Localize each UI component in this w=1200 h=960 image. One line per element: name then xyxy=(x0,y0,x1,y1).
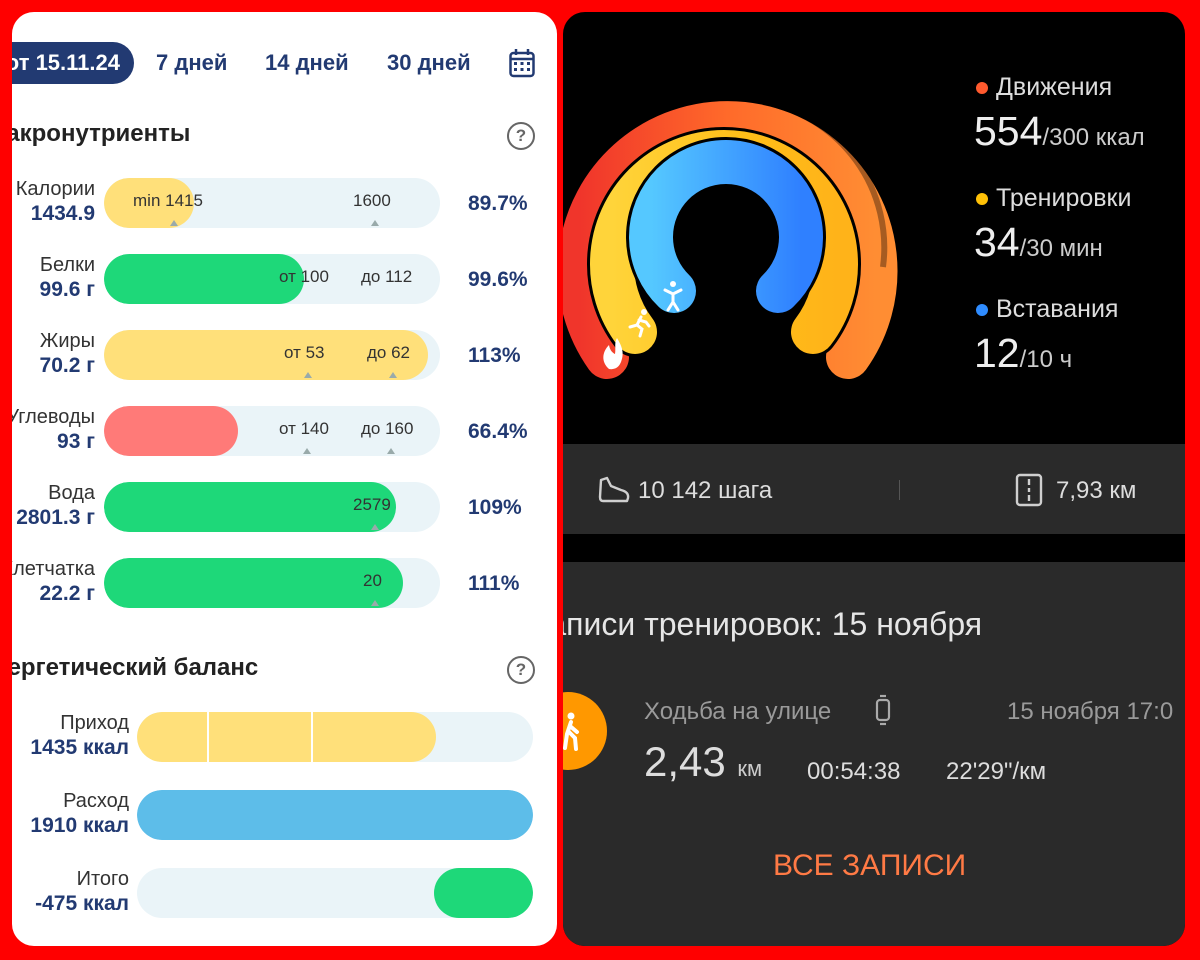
move-ring xyxy=(563,101,898,379)
income-value: 1435 ккал xyxy=(30,736,129,759)
activity-rings[interactable] xyxy=(563,12,923,412)
fat-bar-fill xyxy=(104,330,428,380)
workout-distance: 2,43 км xyxy=(644,738,763,785)
running-icon xyxy=(628,309,651,338)
fiber-label: Клетчатка xyxy=(12,558,95,580)
calories-value: 1434.9 xyxy=(30,202,95,225)
total-bar xyxy=(137,868,533,918)
expense-label: Расход xyxy=(63,790,129,812)
water-bar: 2579 xyxy=(104,482,440,532)
calories-bar-fill xyxy=(104,178,194,228)
workouts-title: Записи тренировок: 15 ноября xyxy=(563,606,983,642)
carbs-label: Углеводы xyxy=(12,406,95,428)
water-label: Вода xyxy=(48,482,95,504)
protein-label: Белки xyxy=(39,254,95,276)
fiber-value: 22.2 г xyxy=(39,582,95,605)
standing-person-icon xyxy=(663,281,683,312)
macros-help-icon[interactable]: ? xyxy=(507,122,535,150)
carbs-bar: от 140 до 160 xyxy=(104,406,440,456)
water-target-label: 2579 xyxy=(353,495,391,514)
exercise-value: 34/30 мин xyxy=(974,219,1103,265)
exercise-dot xyxy=(976,193,988,205)
move-label: Движения xyxy=(996,73,1113,101)
total-bar-fill xyxy=(434,868,533,918)
protein-max-label: до 112 xyxy=(361,267,413,286)
income-bar-fill xyxy=(137,712,436,762)
energy-title: Энергетический баланс xyxy=(12,654,259,681)
expense-bar xyxy=(137,790,533,840)
fat-min-label: от 53 xyxy=(284,343,325,362)
watch-icon xyxy=(875,694,891,726)
water-value: 2801.3 г xyxy=(16,506,95,529)
protein-bar-fill xyxy=(104,254,304,304)
exercise-label: Тренировки xyxy=(996,184,1132,212)
flame-icon xyxy=(603,338,623,370)
stand-label: Вставания xyxy=(996,295,1119,323)
carbs-bar-fill xyxy=(104,406,238,456)
workouts-card: Записи тренировок: 15 ноября Ходьба на у… xyxy=(563,562,1185,946)
fat-label: Жиры xyxy=(39,330,95,352)
fat-max-label: до 62 xyxy=(367,343,411,362)
workout-date: 15 ноября 17:0 xyxy=(1007,698,1174,725)
total-label: Итого xyxy=(76,868,129,890)
fiber-bar: 20 xyxy=(104,558,440,608)
carbs-value: 93 г xyxy=(57,430,95,453)
calories-label: Калории xyxy=(15,178,95,200)
workout-pace: 22'29"/км xyxy=(946,758,1047,785)
water-percent: 109% xyxy=(468,496,522,519)
tab-30-days[interactable]: 30 дней xyxy=(387,50,471,75)
protein-value: 99.6 г xyxy=(39,278,95,301)
protein-bar: от 100 до 112 xyxy=(104,254,440,304)
calories-max-label: 1600 xyxy=(353,191,391,210)
fat-bar: от 53 до 62 xyxy=(104,330,440,380)
stand-value: 12/10 ч xyxy=(974,330,1073,376)
walking-icon xyxy=(563,712,589,752)
distance-icon xyxy=(1015,473,1043,507)
stand-dot xyxy=(976,304,988,316)
calories-bar: min 1415 1600 xyxy=(104,178,440,228)
move-value: 554/300 ккал xyxy=(974,108,1145,154)
steps-distance-bar: 10 142 шага 7,93 км xyxy=(563,444,1185,534)
expense-bar-fill xyxy=(137,790,533,840)
macros-title: Макронутриенты xyxy=(12,120,191,147)
footprint-icon xyxy=(597,474,631,506)
expense-value: 1910 ккал xyxy=(30,814,129,837)
income-label: Приход xyxy=(60,712,129,734)
calendar-icon[interactable] xyxy=(509,48,535,78)
tab-from-date[interactable]: от 15.11.24 xyxy=(12,42,134,84)
fat-percent: 113% xyxy=(468,344,521,367)
total-value: -475 ккал xyxy=(35,892,129,915)
distance-total: 7,93 км xyxy=(1056,477,1137,504)
carbs-max-label: до 160 xyxy=(361,419,414,438)
calories-min-label: min 1415 xyxy=(133,191,203,210)
workout-activity: Ходьба на улице xyxy=(644,698,832,725)
carbs-min-label: от 140 xyxy=(279,419,329,438)
workout-duration: 00:54:38 xyxy=(807,758,901,785)
stand-ring xyxy=(629,139,823,313)
fiber-percent: 111% xyxy=(468,572,520,595)
water-bar-fill xyxy=(104,482,396,532)
tab-14-days[interactable]: 14 дней xyxy=(265,50,349,75)
protein-percent: 99.6% xyxy=(468,268,528,291)
protein-min-label: от 100 xyxy=(279,267,329,286)
income-bar xyxy=(137,712,533,762)
activity-panel: Движения 554/300 ккал Тренировки 34/30 м… xyxy=(563,12,1185,946)
fiber-bar-fill xyxy=(104,558,403,608)
fat-value: 70.2 г xyxy=(39,354,95,377)
steps-count: 10 142 шага xyxy=(638,477,773,504)
fiber-target-label: 20 xyxy=(363,571,382,590)
nutrition-panel: от 15.11.24 7 дней 14 дней 30 дней Макро… xyxy=(12,12,557,946)
move-dot xyxy=(976,82,988,94)
carbs-percent: 66.4% xyxy=(468,420,528,443)
all-records-button[interactable]: ВСЕ ЗАПИСИ xyxy=(773,849,967,882)
calories-percent: 89.7% xyxy=(468,192,528,215)
tab-7-days[interactable]: 7 дней xyxy=(156,50,228,75)
energy-help-icon[interactable]: ? xyxy=(507,656,535,684)
